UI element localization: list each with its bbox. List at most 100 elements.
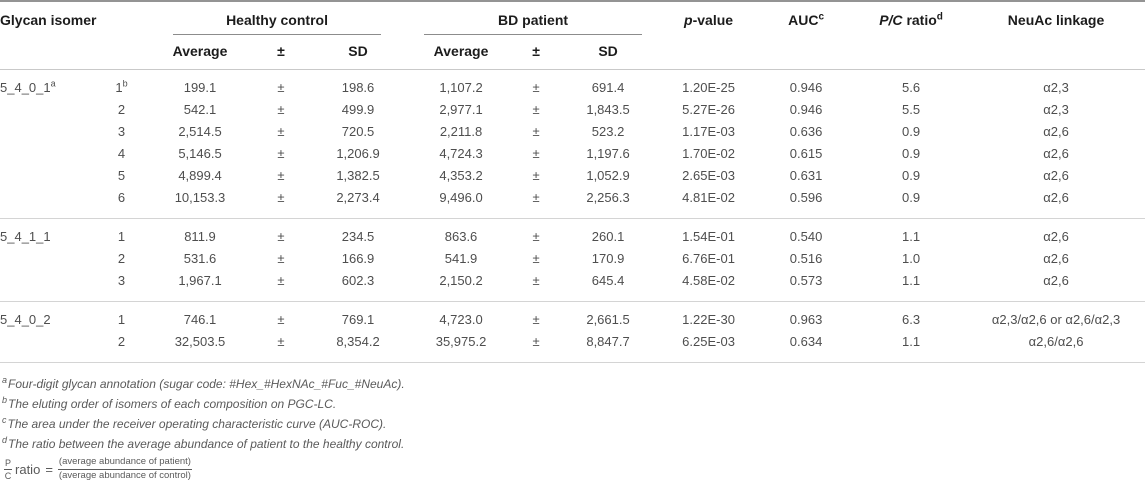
p-value-cell: 4.81E-02 xyxy=(660,187,758,219)
bd-plus-minus-cell: ± xyxy=(532,102,540,117)
glycan-isomer-cell xyxy=(0,270,95,302)
hc-average-cell: 811.9 xyxy=(184,229,216,244)
hc-plus-minus-cell: ± xyxy=(277,312,285,327)
hc-sd-cell: 769.1 xyxy=(341,312,375,327)
table-header: Glycan isomer Healthy control BD patient… xyxy=(0,1,1145,70)
neuac-linkage-cell: α2,3/α2,6 or α2,6/α2,3 xyxy=(991,312,1121,327)
pc-ratio-cell: 5.6 xyxy=(902,80,921,95)
auc-cell: 0.634 xyxy=(757,331,856,363)
table-row: 5_4_0_1a 1b 199.1 ±198.6 1,107.2 ±691.4 1.20E-… xyxy=(0,70,1145,100)
glycan-isomer-cell xyxy=(0,248,95,270)
hc-average-cell: 2,514.5 xyxy=(178,124,222,139)
hc-sd-cell: 2,273.4 xyxy=(310,187,407,219)
p-value-rest: -value xyxy=(692,12,734,28)
isomer-number-cell: 3 xyxy=(117,124,126,139)
bd-sd-cell: 1,843.5 xyxy=(586,102,630,117)
auc-cell: 0.516 xyxy=(789,251,823,266)
footnote-d-marker: d xyxy=(2,435,8,445)
footnotes: aFour-digit glycan annotation (sugar cod… xyxy=(2,374,1145,482)
auc-cell: 0.963 xyxy=(789,312,823,327)
hc-plus-minus-cell: ± xyxy=(252,270,310,302)
p-value-cell: 6.25E-03 xyxy=(660,331,758,363)
p-value-cell: 1.17E-03 xyxy=(682,124,735,139)
hc-sd-cell: 166.9 xyxy=(341,251,375,266)
p-value-cell: 4.58E-02 xyxy=(660,270,758,302)
col-header-hc-plus-minus: ± xyxy=(277,43,285,59)
footnote-d: dThe ratio between the average abundance… xyxy=(2,434,1145,454)
isomer-number-cell: 1 xyxy=(117,229,126,244)
table-row: 6 10,153.3 ±2,273.4 9,496.0 ±2,256.3 4.81E-02… xyxy=(0,187,1145,219)
bd-plus-minus-cell: ± xyxy=(532,168,540,183)
glycan-isomer-cell xyxy=(0,331,95,363)
col-header-bd-sd: SD xyxy=(598,43,618,59)
abundance-denominator: (average abundance of control) xyxy=(58,469,191,481)
bd-average-cell: 4,723.0 xyxy=(439,312,483,327)
neuac-linkage-cell: α2,3 xyxy=(1043,80,1069,95)
neuac-linkage-cell: α2,6 xyxy=(967,270,1145,302)
col-header-bd-average: Average xyxy=(433,43,489,59)
footnote-b: bThe eluting order of isomers of each co… xyxy=(2,394,1145,414)
hc-average-cell: 746.1 xyxy=(183,312,217,327)
abundance-numerator: (average abundance of patient) xyxy=(57,456,192,470)
table-body: 5_4_0_1a 1b 199.1 ±198.6 1,107.2 ±691.4 1.20E-… xyxy=(0,70,1145,363)
bd-average-cell: 9,496.0 xyxy=(406,187,517,219)
neuac-linkage-cell: α2,6 xyxy=(1043,168,1069,183)
isomer-number-cell: 2 xyxy=(117,102,126,117)
col-group-bd-patient: BD patient xyxy=(406,1,660,35)
pc-fraction-numerator: P xyxy=(4,458,13,470)
glycan-isomer-cell: 5_4_0_1a xyxy=(0,78,56,95)
isomer-number-cell: 6 xyxy=(95,187,148,219)
pc-ratio-cell: 1.1 xyxy=(902,229,921,244)
col-header-hc-sd: SD xyxy=(348,43,368,59)
bd-average-cell: 4,724.3 xyxy=(439,146,483,161)
bd-sd-cell: 2,256.3 xyxy=(556,187,661,219)
p-value-italic: p xyxy=(684,12,693,28)
col-header-p-value: p-value xyxy=(660,1,757,70)
table-row: 5 4,899.4 ±1,382.5 4,353.2 ±1,052.9 2.65E-03 0… xyxy=(0,165,1145,187)
bd-average-cell: 4,353.2 xyxy=(439,168,483,183)
footnote-a-text: Four-digit glycan annotation (sugar code… xyxy=(8,377,405,391)
header-row-groups: Glycan isomer Healthy control BD patient… xyxy=(0,1,1145,35)
isomer-number-cell: 3 xyxy=(95,270,148,302)
hc-sd-cell: 234.5 xyxy=(341,229,375,244)
pc-ratio-cell: 6.3 xyxy=(902,312,921,327)
hc-plus-minus-cell: ± xyxy=(252,187,310,219)
hc-sd-cell: 1,382.5 xyxy=(336,168,380,183)
p-value-cell: 1.22E-30 xyxy=(682,312,735,327)
glycan-isomer-cell xyxy=(0,187,95,219)
hc-plus-minus-cell: ± xyxy=(277,146,285,161)
bd-sd-cell: 523.2 xyxy=(591,124,625,139)
isomer-number-cell: 2 xyxy=(95,331,148,363)
hc-average-cell: 531.6 xyxy=(183,251,217,266)
neuac-linkage-cell: α2,6 xyxy=(1043,251,1069,266)
pc-ratio-cell: 0.9 xyxy=(855,187,968,219)
col-header-neuac-linkage: NeuAc linkage xyxy=(1007,12,1105,28)
col-header-hc-average: Average xyxy=(172,43,228,59)
table-row: 4 5,146.5 ±1,206.9 4,724.3 ±1,197.6 1.70E-02 0… xyxy=(0,143,1145,165)
hc-sd-cell: 499.9 xyxy=(341,102,375,117)
hc-average-cell: 10,153.3 xyxy=(148,187,252,219)
pc-ratio-superscript: d xyxy=(936,11,943,23)
bd-plus-minus-cell: ± xyxy=(532,312,540,327)
bd-plus-minus-cell: ± xyxy=(516,187,557,219)
hc-average-cell: 4,899.4 xyxy=(178,168,222,183)
isomer-number-cell: 1 xyxy=(117,312,126,327)
col-header-bd-plus-minus: ± xyxy=(532,43,540,59)
pc-italic: P/C xyxy=(879,12,903,28)
hc-average-cell: 542.1 xyxy=(183,102,217,117)
abundance-fraction: (average abundance of patient) (average … xyxy=(57,456,192,482)
bd-sd-cell: 691.4 xyxy=(591,80,625,95)
auc-cell: 0.540 xyxy=(789,229,823,244)
auc-cell: 0.946 xyxy=(789,80,823,95)
glycan-isomer-cell: 5_4_1_1 xyxy=(0,229,51,244)
neuac-linkage-cell: α2,6/α2,6 xyxy=(967,331,1145,363)
bd-patient-label: BD patient xyxy=(424,12,643,35)
glycan-isomer-cell xyxy=(0,165,95,187)
hc-plus-minus-cell: ± xyxy=(277,102,285,117)
bd-plus-minus-cell: ± xyxy=(516,331,557,363)
hc-plus-minus-cell: ± xyxy=(277,124,285,139)
pc-fraction: P C xyxy=(4,458,13,482)
p-value-cell: 6.76E-01 xyxy=(682,251,735,266)
p-value-cell: 2.65E-03 xyxy=(682,168,735,183)
